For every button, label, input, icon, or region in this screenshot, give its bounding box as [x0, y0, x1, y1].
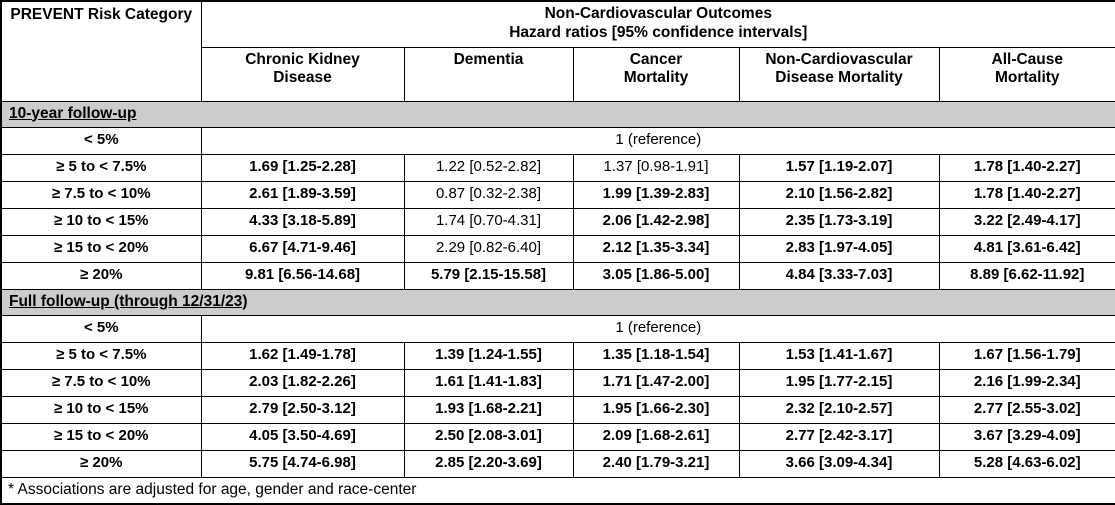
table-row: ≥ 7.5 to < 10% 2.61 [1.89-3.59] 0.87 [0.…	[0, 180, 1115, 209]
cell-all-cause-mortality: 5.28 [4.63-6.02]	[938, 449, 1115, 478]
cell-dementia: 2.50 [2.08-3.01]	[403, 422, 574, 451]
cell-dementia: 2.29 [0.82-6.40]	[403, 234, 574, 263]
cell-all-cause-mortality: 1.67 [1.56-1.79]	[938, 341, 1115, 370]
risk-category-label: ≥ 10 to < 15%	[0, 395, 202, 424]
risk-category-label: ≥ 7.5 to < 10%	[0, 368, 202, 397]
cell-all-cause-mortality: 2.77 [2.55-3.02]	[938, 395, 1115, 424]
risk-category-label: ≥ 15 to < 20%	[0, 234, 202, 263]
cell-cancer-mortality: 1.37 [0.98-1.91]	[572, 153, 740, 182]
cell-non-cardiovascular-disease-mortality: 2.83 [1.97-4.05]	[738, 234, 940, 263]
risk-category-label: ≥ 20%	[0, 261, 202, 290]
cell-dementia: 2.85 [2.20-3.69]	[403, 449, 574, 478]
group-header-line1: Non-Cardiovascular Outcomes	[544, 5, 772, 22]
cell-non-cardiovascular-disease-mortality: 1.53 [1.41-1.67]	[738, 341, 940, 370]
risk-category-label: ≥ 5 to < 7.5%	[0, 153, 202, 182]
group-header-line2: Hazard ratios [95% confidence intervals]	[509, 23, 808, 41]
table-row: ≥ 10 to < 15% 4.33 [3.18-5.89] 1.74 [0.7…	[0, 207, 1115, 236]
cell-non-cardiovascular-disease-mortality: 3.66 [3.09-4.34]	[738, 449, 940, 478]
cell-dementia: 1.39 [1.24-1.55]	[403, 341, 574, 370]
cell-chronic-kidney-disease: 9.81 [6.56-14.68]	[200, 261, 405, 290]
table-row: ≥ 20% 5.75 [4.74-6.98] 2.85 [2.20-3.69] …	[0, 449, 1115, 478]
col-header-all-cause-mortality: All-Cause Mortality	[938, 46, 1115, 102]
table-row-reference: < 5% 1 (reference)	[0, 314, 1115, 343]
cell-non-cardiovascular-disease-mortality: 2.32 [2.10-2.57]	[738, 395, 940, 424]
cell-cancer-mortality: 1.35 [1.18-1.54]	[572, 341, 740, 370]
cell-all-cause-mortality: 8.89 [6.62-11.92]	[938, 261, 1115, 290]
cell-non-cardiovascular-disease-mortality: 1.95 [1.77-2.15]	[738, 368, 940, 397]
cell-all-cause-mortality: 4.81 [3.61-6.42]	[938, 234, 1115, 263]
table-row: ≥ 5 to < 7.5% 1.69 [1.25-2.28] 1.22 [0.5…	[0, 153, 1115, 182]
risk-category-label: < 5%	[0, 314, 202, 343]
footnote: * Associations are adjusted for age, gen…	[0, 476, 1115, 505]
group-header-row: PREVENT Risk Category Non-Cardiovascular…	[0, 0, 1115, 102]
cell-cancer-mortality: 1.99 [1.39-2.83]	[572, 180, 740, 209]
cell-all-cause-mortality: 3.22 [2.49-4.17]	[938, 207, 1115, 236]
cell-cancer-mortality: 2.12 [1.35-3.34]	[572, 234, 740, 263]
cell-chronic-kidney-disease: 1.62 [1.49-1.78]	[200, 341, 405, 370]
cell-non-cardiovascular-disease-mortality: 1.57 [1.19-2.07]	[738, 153, 940, 182]
corner-header-prevent-risk-category: PREVENT Risk Category	[0, 0, 202, 102]
risk-category-label: ≥ 15 to < 20%	[0, 422, 202, 451]
cell-chronic-kidney-disease: 2.61 [1.89-3.59]	[200, 180, 405, 209]
risk-category-label: ≥ 7.5 to < 10%	[0, 180, 202, 209]
cell-all-cause-mortality: 3.67 [3.29-4.09]	[938, 422, 1115, 451]
col-header-cancer-mortality: Cancer Mortality	[572, 46, 740, 102]
section-header-full-follow-up: Full follow-up (through 12/31/23)	[0, 288, 1115, 316]
table-row: ≥ 7.5 to < 10% 2.03 [1.82-2.26] 1.61 [1.…	[0, 368, 1115, 397]
cell-cancer-mortality: 1.71 [1.47-2.00]	[572, 368, 740, 397]
cell-chronic-kidney-disease: 6.67 [4.71-9.46]	[200, 234, 405, 263]
col-header-non-cardiovascular-disease-mortality: Non-Cardiovascular Disease Mortality	[738, 46, 940, 102]
cell-dementia: 1.61 [1.41-1.83]	[403, 368, 574, 397]
col-header-chronic-kidney-disease: Chronic Kidney Disease	[200, 46, 405, 102]
risk-category-label: ≥ 10 to < 15%	[0, 207, 202, 236]
table-row: ≥ 15 to < 20% 4.05 [3.50-4.69] 2.50 [2.0…	[0, 422, 1115, 451]
footnote-row: * Associations are adjusted for age, gen…	[0, 476, 1115, 505]
cell-non-cardiovascular-disease-mortality: 2.35 [1.73-3.19]	[738, 207, 940, 236]
section-title: Full follow-up (through 12/31/23)	[9, 292, 248, 310]
cell-dementia: 1.74 [0.70-4.31]	[403, 207, 574, 236]
table-row-reference: < 5% 1 (reference)	[0, 126, 1115, 155]
cell-chronic-kidney-disease: 5.75 [4.74-6.98]	[200, 449, 405, 478]
cell-chronic-kidney-disease: 2.79 [2.50-3.12]	[200, 395, 405, 424]
section-title: 10-year follow-up	[9, 104, 137, 122]
risk-category-label: ≥ 20%	[0, 449, 202, 478]
cell-dementia: 0.87 [0.32-2.38]	[403, 180, 574, 209]
cell-all-cause-mortality: 1.78 [1.40-2.27]	[938, 153, 1115, 182]
column-header-row: Chronic Kidney Disease Dementia Cancer M…	[1, 46, 1115, 102]
cell-chronic-kidney-disease: 4.05 [3.50-4.69]	[200, 422, 405, 451]
risk-category-label: < 5%	[0, 126, 202, 155]
cell-non-cardiovascular-disease-mortality: 4.84 [3.33-7.03]	[738, 261, 940, 290]
col-header-dementia: Dementia	[403, 46, 574, 102]
cell-cancer-mortality: 2.06 [1.42-2.98]	[572, 207, 740, 236]
cell-chronic-kidney-disease: 4.33 [3.18-5.89]	[200, 207, 405, 236]
cell-chronic-kidney-disease: 2.03 [1.82-2.26]	[200, 368, 405, 397]
risk-category-label: ≥ 5 to < 7.5%	[0, 341, 202, 370]
group-header-non-cardiovascular-outcomes: Non-Cardiovascular Outcomes Hazard ratio…	[200, 0, 1115, 48]
cell-dementia: 1.22 [0.52-2.82]	[403, 153, 574, 182]
cell-cancer-mortality: 2.09 [1.68-2.61]	[572, 422, 740, 451]
reference-cell: 1 (reference)	[200, 314, 1115, 343]
table-row: ≥ 15 to < 20% 6.67 [4.71-9.46] 2.29 [0.8…	[0, 234, 1115, 263]
cell-all-cause-mortality: 2.16 [1.99-2.34]	[938, 368, 1115, 397]
cell-dementia: 5.79 [2.15-15.58]	[403, 261, 574, 290]
cell-non-cardiovascular-disease-mortality: 2.77 [2.42-3.17]	[738, 422, 940, 451]
section-header-10-year-follow-up: 10-year follow-up	[0, 100, 1115, 128]
cell-chronic-kidney-disease: 1.69 [1.25-2.28]	[200, 153, 405, 182]
cell-dementia: 1.93 [1.68-2.21]	[403, 395, 574, 424]
cell-cancer-mortality: 2.40 [1.79-3.21]	[572, 449, 740, 478]
section-header-cell: Full follow-up (through 12/31/23)	[0, 288, 1115, 316]
section-header-cell: 10-year follow-up	[0, 100, 1115, 128]
table-row: ≥ 20% 9.81 [6.56-14.68] 5.79 [2.15-15.58…	[0, 261, 1115, 290]
table-row: ≥ 10 to < 15% 2.79 [2.50-3.12] 1.93 [1.6…	[0, 395, 1115, 424]
table-row: ≥ 5 to < 7.5% 1.62 [1.49-1.78] 1.39 [1.2…	[0, 341, 1115, 370]
cell-all-cause-mortality: 1.78 [1.40-2.27]	[938, 180, 1115, 209]
cell-non-cardiovascular-disease-mortality: 2.10 [1.56-2.82]	[738, 180, 940, 209]
cell-cancer-mortality: 3.05 [1.86-5.00]	[572, 261, 740, 290]
cell-cancer-mortality: 1.95 [1.66-2.30]	[572, 395, 740, 424]
reference-cell: 1 (reference)	[200, 126, 1115, 155]
